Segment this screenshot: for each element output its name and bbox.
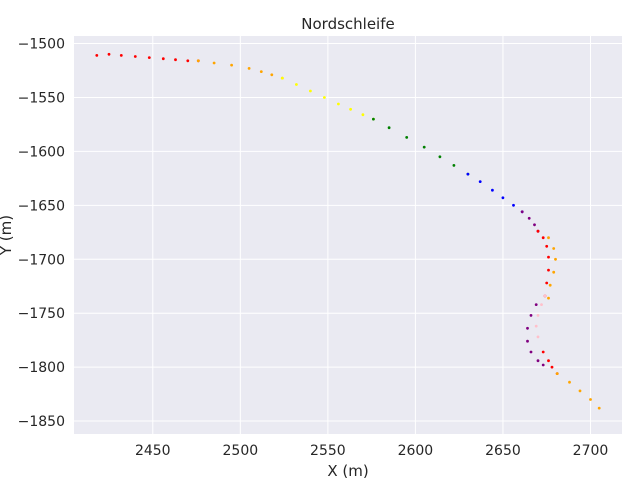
- data-point: [543, 294, 547, 298]
- data-point: [529, 350, 533, 354]
- track-segment: [555, 372, 601, 410]
- data-point: [550, 365, 554, 369]
- x-tick-label: 2650: [485, 443, 521, 459]
- data-point: [161, 57, 165, 61]
- data-point: [295, 83, 298, 86]
- data-point: [422, 145, 426, 149]
- data-point: [540, 303, 543, 306]
- data-point: [533, 223, 536, 227]
- track-segment: [534, 294, 547, 339]
- data-point: [536, 314, 540, 317]
- data-point: [438, 155, 442, 159]
- x-tick-label: 2550: [310, 443, 346, 459]
- data-point: [349, 107, 352, 111]
- data-point: [529, 314, 533, 317]
- y-tick-labels: −1500 −1550 −1600 −1650 −1700 −1750 −1800 −1850: [18, 37, 65, 431]
- x-tick-label: 2500: [223, 443, 259, 459]
- data-point: [387, 126, 391, 130]
- data-point: [196, 59, 200, 63]
- data-point: [309, 89, 312, 93]
- data-point: [536, 229, 540, 233]
- data-point: [212, 61, 216, 65]
- y-tick-label: −1500: [18, 37, 65, 53]
- x-axis-label: X (m): [327, 462, 368, 480]
- y-tick-label: −1550: [18, 90, 65, 106]
- data-point: [372, 117, 375, 121]
- data-point: [555, 372, 559, 375]
- data-point: [554, 257, 557, 261]
- data-point: [526, 326, 529, 330]
- y-tick-label: −1700: [18, 252, 65, 268]
- data-point: [541, 236, 545, 240]
- data-point: [133, 55, 137, 58]
- x-tick-label: 2600: [398, 443, 434, 459]
- y-tick-label: −1750: [18, 306, 65, 322]
- data-point: [466, 172, 470, 176]
- data-point: [547, 236, 550, 240]
- data-point: [541, 363, 545, 367]
- data-point: [405, 136, 409, 139]
- data-point: [107, 52, 111, 56]
- x-tick-labels: 2450 2500 2550 2600 2650 2700: [135, 443, 608, 459]
- data-point: [547, 255, 550, 259]
- data-point: [119, 54, 123, 57]
- data-point: [452, 164, 456, 167]
- data-point: [534, 303, 538, 306]
- grid-lines: [74, 36, 622, 434]
- x-tick-label: 2700: [573, 443, 609, 459]
- data-point: [361, 113, 365, 117]
- data-point: [270, 73, 274, 77]
- data-point: [578, 389, 582, 393]
- data-point: [547, 359, 550, 363]
- y-tick-label: −1600: [18, 144, 65, 160]
- data-point: [478, 180, 482, 184]
- data-points: [95, 52, 601, 410]
- data-point: [589, 398, 592, 401]
- data-point: [323, 96, 326, 99]
- data-point: [280, 76, 284, 80]
- data-point: [527, 216, 531, 220]
- data-point: [520, 210, 524, 214]
- data-point: [230, 63, 234, 67]
- data-point: [337, 102, 340, 106]
- x-tick-label: 2450: [135, 443, 171, 459]
- data-point: [545, 244, 549, 248]
- data-point: [541, 350, 545, 354]
- data-point: [186, 59, 190, 63]
- data-point: [536, 335, 540, 339]
- data-point: [545, 281, 549, 285]
- data-point: [547, 268, 550, 272]
- data-point: [147, 56, 151, 59]
- y-tick-label: −1800: [18, 360, 65, 376]
- data-point: [259, 70, 263, 73]
- data-point: [247, 67, 251, 70]
- data-point: [552, 247, 556, 250]
- data-point: [491, 188, 494, 192]
- data-point: [501, 196, 505, 200]
- data-point: [534, 324, 538, 328]
- track-segment: [280, 76, 375, 121]
- y-tick-label: −1650: [18, 198, 65, 214]
- plot-background: [74, 36, 622, 434]
- data-point: [568, 380, 571, 384]
- data-point: [95, 54, 99, 57]
- data-point: [526, 339, 529, 343]
- y-tick-label: −1850: [18, 414, 65, 430]
- track-segment: [526, 303, 545, 367]
- data-point: [552, 270, 556, 274]
- chart-title: Nordschleife: [301, 15, 394, 33]
- data-point: [597, 406, 601, 410]
- data-point: [548, 283, 552, 287]
- data-point: [536, 359, 540, 363]
- y-axis-label: Y (m): [0, 215, 15, 256]
- data-point: [512, 203, 515, 207]
- data-point: [174, 58, 177, 62]
- track-segment: [547, 236, 557, 300]
- data-point: [547, 296, 550, 300]
